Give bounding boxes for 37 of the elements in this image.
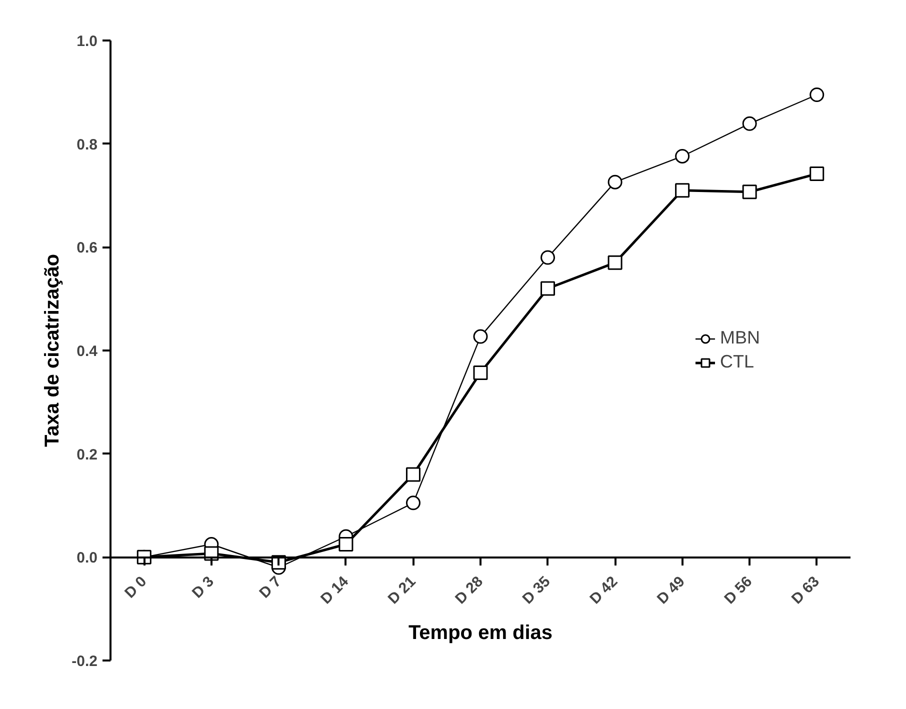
x-tick-label: D 14: [318, 572, 352, 608]
point: [675, 183, 690, 198]
x-tick-label: D 56: [721, 573, 756, 608]
y-tick-label: 0.2: [76, 446, 98, 464]
point: [675, 148, 690, 164]
point: [540, 281, 556, 296]
x-tick-label: D 49: [654, 573, 688, 608]
x-tick-label: D 3: [188, 573, 218, 602]
point: [608, 255, 622, 270]
y-tick-label: 0.0: [76, 550, 98, 567]
y-tick-label: -0.2: [72, 653, 98, 670]
point: [473, 329, 488, 344]
point: [406, 467, 420, 482]
point: [810, 88, 824, 102]
x-tick-label: D 42: [586, 573, 622, 608]
point: [406, 496, 420, 510]
point: [473, 365, 488, 380]
x-tick-label: D 63: [788, 573, 823, 608]
point: [742, 184, 757, 200]
point: [540, 250, 556, 265]
y-tick-label: 0.8: [76, 136, 98, 154]
legend-label: MBN: [720, 328, 760, 348]
x-tick-label: D 28: [452, 573, 487, 608]
x-tick-label: D 7: [256, 573, 285, 602]
x-tick-label: D 35: [519, 573, 554, 608]
point: [810, 166, 824, 182]
y-axis-title: Taxa de cicatrização: [42, 254, 64, 448]
x-tick-label: D 21: [384, 573, 420, 608]
y-tick-label: 1.0: [76, 33, 98, 50]
legend-label: CTL: [720, 352, 754, 372]
point: [608, 174, 622, 190]
y-tick-label: 0.4: [76, 343, 98, 360]
y-tick-label: 0.6: [76, 240, 98, 257]
point: [338, 537, 354, 552]
point: [742, 116, 757, 131]
x-axis-title: Tempo em dias: [408, 622, 553, 644]
x-tick-label: D 0: [122, 573, 150, 602]
